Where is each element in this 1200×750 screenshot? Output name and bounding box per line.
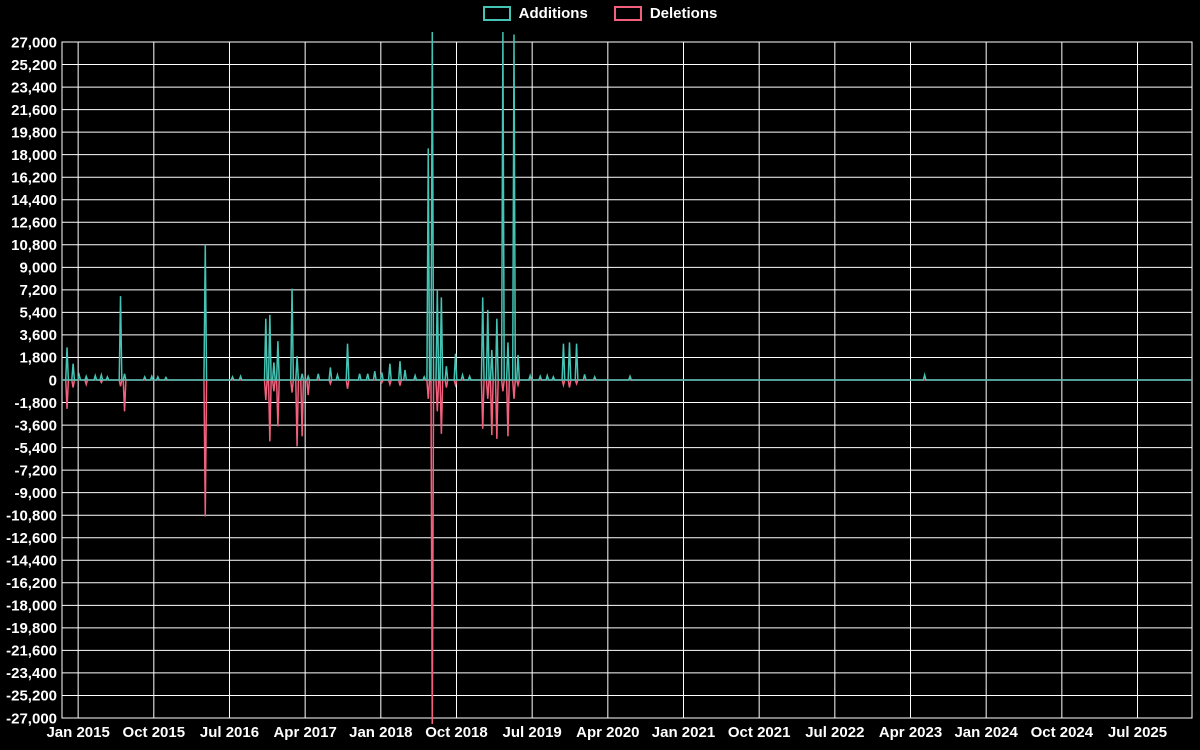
- x-tick-label: Apr 2017: [273, 724, 336, 741]
- x-tick-label: Oct 2024: [1031, 724, 1094, 741]
- y-tick-label: -27,000: [6, 710, 57, 727]
- x-tick-label: Oct 2021: [728, 724, 791, 741]
- x-tick-label: Apr 2020: [576, 724, 639, 741]
- y-tick-label: 16,200: [11, 169, 57, 186]
- deletions-swatch-icon: [613, 6, 642, 21]
- y-tick-label: 9,000: [19, 260, 57, 277]
- x-tick-label: Jan 2018: [349, 724, 412, 741]
- chart-legend: Additions Deletions: [0, 5, 1200, 22]
- legend-label-additions: Additions: [518, 5, 588, 22]
- y-tick-label: 10,800: [11, 237, 57, 254]
- x-tick-label: Oct 2015: [123, 724, 186, 741]
- x-tick-label: Jan 2015: [46, 724, 109, 741]
- x-tick-label: Apr 2023: [879, 724, 942, 741]
- y-tick-label: 23,400: [11, 79, 57, 96]
- y-tick-label: 27,000: [11, 34, 57, 51]
- y-tick-label: -21,600: [6, 643, 57, 660]
- y-tick-label: 25,200: [11, 57, 57, 74]
- y-tick-label: -7,200: [14, 462, 57, 479]
- y-tick-label: -25,200: [6, 688, 57, 705]
- x-tick-label: Oct 2018: [425, 724, 488, 741]
- x-tick-label: Jul 2025: [1108, 724, 1167, 741]
- x-tick-label: Jul 2022: [805, 724, 864, 741]
- y-tick-label: 19,800: [11, 124, 57, 141]
- legend-label-deletions: Deletions: [649, 5, 718, 22]
- additions-swatch-icon: [482, 6, 511, 21]
- y-tick-label: 14,400: [11, 192, 57, 209]
- y-tick-label: 18,000: [11, 147, 57, 164]
- y-tick-label: 5,400: [19, 305, 57, 322]
- y-tick-label: -10,800: [6, 507, 57, 524]
- y-tick-label: 12,600: [11, 215, 57, 232]
- y-tick-label: -14,400: [6, 553, 57, 570]
- y-tick-label: 7,200: [19, 282, 57, 299]
- y-tick-label: -12,600: [6, 530, 57, 547]
- legend-item-deletions[interactable]: Deletions: [613, 5, 718, 22]
- y-tick-label: 3,600: [19, 327, 57, 344]
- y-tick-label: -1,800: [14, 395, 57, 412]
- y-tick-label: 21,600: [11, 102, 57, 119]
- y-tick-label: -16,200: [6, 575, 57, 592]
- x-tick-label: Jul 2016: [200, 724, 259, 741]
- y-tick-label: -3,600: [14, 417, 57, 434]
- y-tick-label: -23,400: [6, 665, 57, 682]
- y-tick-label: -19,800: [6, 620, 57, 637]
- x-tick-label: Jan 2021: [652, 724, 715, 741]
- y-tick-label: -5,400: [14, 440, 57, 457]
- deletions-series-line: [62, 379, 1192, 724]
- x-tick-label: Jul 2019: [503, 724, 562, 741]
- y-tick-label: 1,800: [19, 350, 57, 367]
- legend-item-additions[interactable]: Additions: [482, 5, 588, 22]
- additions-series-line: [62, 31, 1192, 381]
- y-tick-label: -18,000: [6, 598, 57, 615]
- x-tick-label: Jan 2024: [954, 724, 1018, 741]
- y-tick-label: 0: [49, 372, 57, 389]
- y-tick-label: -9,000: [14, 485, 57, 502]
